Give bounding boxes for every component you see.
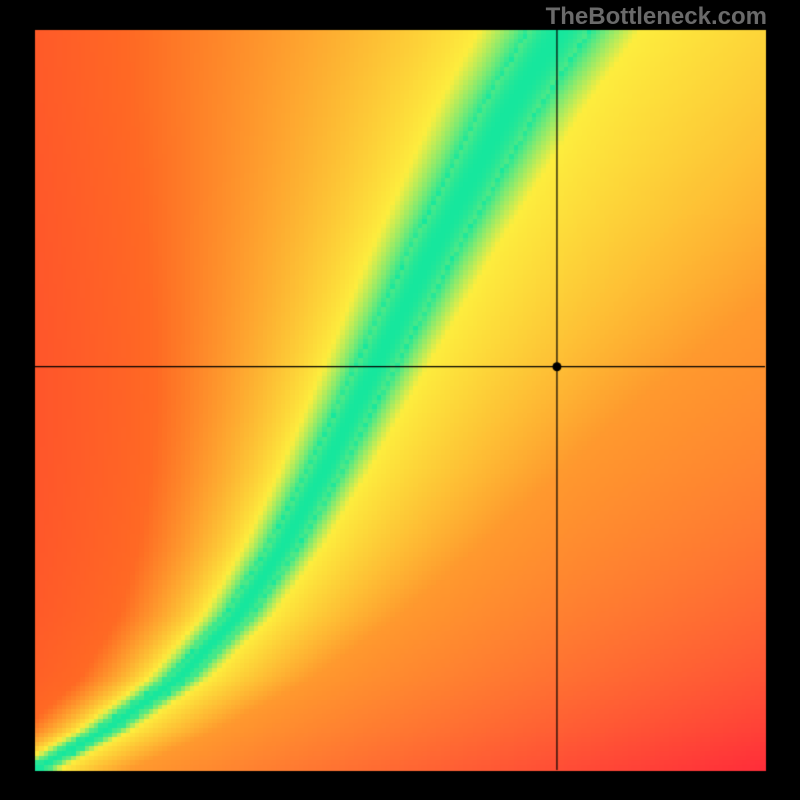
chart-container: TheBottleneck.com [0, 0, 800, 800]
watermark-text: TheBottleneck.com [546, 3, 767, 31]
bottleneck-heatmap [0, 0, 800, 800]
